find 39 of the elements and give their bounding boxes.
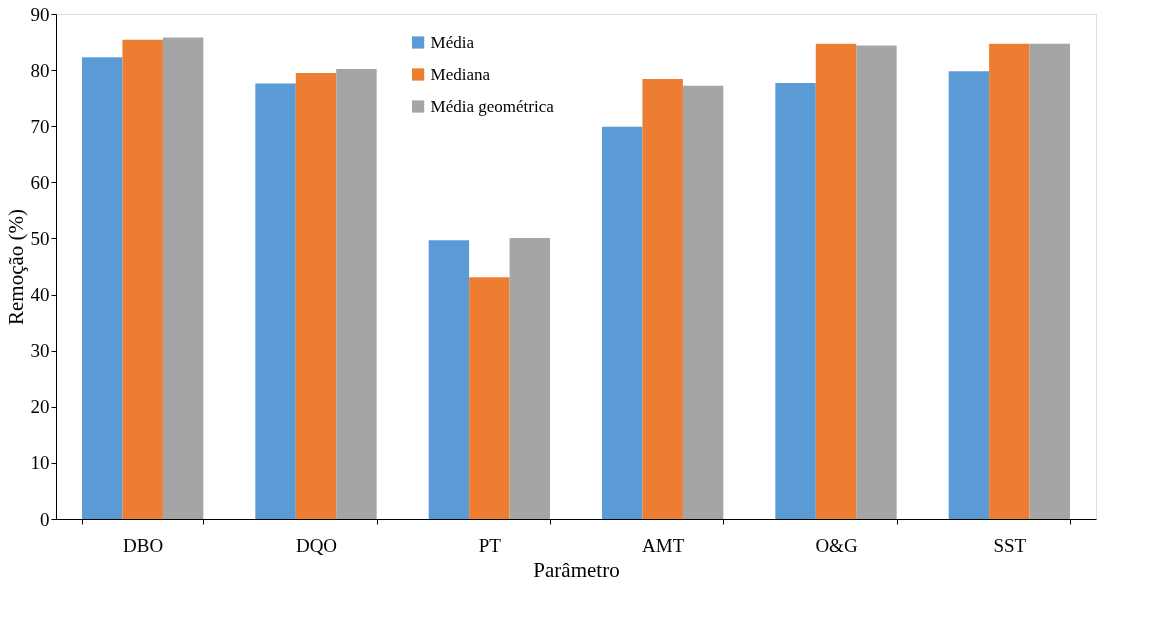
x-tick-label: PT [478,534,502,556]
bar [775,83,816,519]
y-tick-label: 50 [30,227,50,249]
bar [989,43,1030,519]
x-tick-label: O&G [815,534,858,556]
bar [295,72,337,519]
x-axis-title: Parâmetro [533,557,620,582]
bar [255,83,296,519]
y-tick-label: 40 [30,284,50,306]
bar [82,57,123,519]
y-tick-label: 90 [30,3,50,25]
y-tick-label: 80 [30,59,50,81]
bar [428,240,470,519]
bar [509,237,550,519]
bar [642,79,683,519]
x-tick-label: SST [993,534,1027,556]
legend-label: Média geométrica [430,96,555,116]
x-tick-label: DQO [295,534,338,556]
x-tick-label: AMT [642,534,685,556]
bar [1029,43,1070,519]
bar [856,45,897,519]
y-tick-label: 20 [30,396,50,418]
bar [815,43,857,519]
legend-label: Mediana [430,64,491,84]
legend-label: Média [430,32,475,52]
bar [948,71,990,519]
y-tick-label: 10 [30,452,50,474]
y-axis-title: Remoção (%) [3,208,28,326]
bar [162,37,204,519]
bar [122,39,163,519]
bar [682,85,724,519]
y-tick-label: 70 [30,115,50,137]
x-tick-label: DBO [123,534,164,556]
y-tick-label: 60 [30,171,50,193]
y-tick-label: 0 [40,508,50,530]
bar [602,126,643,519]
bar [336,68,377,519]
y-tick-label: 30 [30,340,50,362]
bar [469,277,510,519]
